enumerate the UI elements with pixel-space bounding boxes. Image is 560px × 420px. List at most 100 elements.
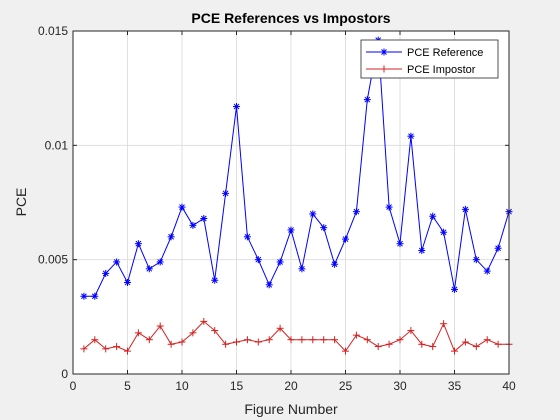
legend-marker-reference bbox=[380, 48, 388, 56]
data-point bbox=[276, 324, 284, 332]
y-axis-label: PCE bbox=[13, 188, 29, 217]
tick-labels: 0 5 10 15 20 25 30 35 40 0 0.005 0.01 0.015 bbox=[38, 24, 516, 393]
data-point bbox=[309, 210, 317, 218]
data-point bbox=[233, 102, 240, 110]
legend-items bbox=[366, 48, 402, 73]
data-point bbox=[429, 343, 437, 351]
x-tick-label: 35 bbox=[448, 379, 462, 393]
data-point bbox=[374, 343, 382, 351]
data-point bbox=[102, 269, 110, 277]
data-point bbox=[407, 132, 415, 140]
data-point bbox=[451, 347, 458, 355]
data-point bbox=[287, 226, 295, 234]
data-point bbox=[243, 336, 251, 344]
data-point bbox=[363, 96, 371, 104]
data-point bbox=[145, 265, 153, 273]
data-point bbox=[134, 240, 142, 248]
data-point bbox=[211, 276, 219, 284]
chart-title: PCE References vs Impostors bbox=[191, 10, 390, 26]
data-point bbox=[331, 336, 339, 344]
x-tick-label: 20 bbox=[284, 379, 298, 393]
x-tick-label: 40 bbox=[502, 379, 516, 393]
data-point bbox=[102, 345, 110, 353]
data-point bbox=[320, 224, 328, 232]
data-point bbox=[461, 205, 469, 213]
legend-marker-impostor bbox=[380, 65, 388, 73]
y-tick-label: 0 bbox=[61, 367, 68, 381]
data-point bbox=[396, 240, 404, 248]
data-point bbox=[342, 347, 349, 355]
data-point bbox=[276, 258, 284, 266]
data-point bbox=[113, 343, 121, 351]
data-point bbox=[320, 336, 328, 344]
data-point bbox=[418, 247, 426, 255]
data-point bbox=[352, 208, 360, 216]
data-point bbox=[254, 338, 262, 346]
data-point bbox=[167, 233, 175, 241]
data-point bbox=[265, 336, 273, 344]
data-point bbox=[80, 345, 88, 353]
data-point bbox=[156, 322, 164, 330]
data-point bbox=[134, 329, 142, 337]
y-tick-label: 0.015 bbox=[38, 24, 68, 38]
data-point bbox=[494, 244, 502, 252]
data-point bbox=[145, 336, 153, 344]
x-tick-label: 10 bbox=[175, 379, 189, 393]
data-point bbox=[200, 317, 208, 325]
data-point bbox=[440, 228, 448, 236]
data-point bbox=[233, 338, 240, 346]
data-point bbox=[494, 340, 502, 348]
data-point bbox=[254, 256, 262, 264]
x-tick-label: 25 bbox=[339, 379, 353, 393]
data-point bbox=[167, 340, 175, 348]
data-point bbox=[472, 343, 480, 351]
data-point bbox=[156, 258, 164, 266]
data-point bbox=[222, 340, 230, 348]
data-point bbox=[113, 258, 121, 266]
data-point bbox=[363, 336, 371, 344]
data-point bbox=[331, 260, 339, 268]
data-point bbox=[189, 329, 197, 337]
data-point bbox=[451, 285, 458, 293]
data-point bbox=[222, 189, 230, 197]
data-point bbox=[461, 338, 469, 346]
series-line bbox=[83, 320, 509, 352]
data-point bbox=[265, 281, 273, 289]
data-point bbox=[440, 320, 448, 328]
data-point bbox=[178, 338, 186, 346]
data-point bbox=[298, 265, 306, 273]
x-tick-label: 15 bbox=[230, 379, 244, 393]
data-point bbox=[124, 279, 131, 287]
data-point bbox=[385, 203, 393, 211]
data-point bbox=[385, 340, 393, 348]
data-point bbox=[200, 215, 208, 223]
data-point bbox=[483, 336, 491, 344]
data-point bbox=[124, 347, 131, 355]
data-point bbox=[396, 336, 404, 344]
x-tick-label: 30 bbox=[393, 379, 407, 393]
data-point bbox=[298, 336, 306, 344]
ticks bbox=[72, 30, 510, 375]
legend-label-impostor: PCE Impostor bbox=[407, 64, 476, 76]
y-tick-label: 0.005 bbox=[38, 253, 68, 267]
data-point bbox=[211, 327, 219, 335]
data-point bbox=[287, 336, 295, 344]
data-point bbox=[407, 327, 415, 335]
legend-label-reference: PCE Reference bbox=[407, 47, 483, 59]
legend: PCE Reference PCE Impostor bbox=[360, 39, 499, 79]
data-point bbox=[483, 267, 491, 275]
data-point bbox=[91, 336, 99, 344]
y-tick-label: 0.01 bbox=[45, 138, 69, 152]
data-point bbox=[91, 292, 99, 300]
data-point bbox=[80, 292, 88, 300]
series-line bbox=[83, 40, 510, 297]
series-reference bbox=[80, 36, 513, 300]
x-axis-label: Figure Number bbox=[244, 401, 338, 417]
x-tick-label: 5 bbox=[124, 379, 131, 393]
x-tick-label: 0 bbox=[70, 379, 77, 393]
data-point bbox=[418, 340, 426, 348]
data-point bbox=[309, 336, 317, 344]
data-point bbox=[352, 331, 360, 339]
data-point bbox=[472, 256, 480, 264]
